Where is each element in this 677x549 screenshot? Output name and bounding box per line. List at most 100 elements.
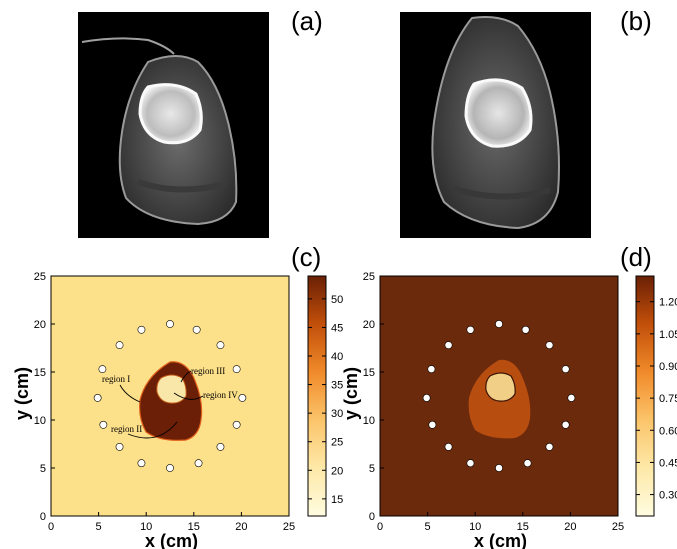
colorbar-tick-label: 1.05 <box>659 329 677 341</box>
ytick-label: 10 <box>363 415 375 427</box>
arrow-region-4 <box>173 392 204 400</box>
sensor-dot <box>216 341 225 350</box>
annot-region-1: region I <box>102 374 130 384</box>
xtick-label: 5 <box>425 521 431 533</box>
sensor-dot <box>444 341 453 350</box>
colorbar-tick-label: 15 <box>331 494 343 506</box>
colorbar-tick-label: 1.20 <box>659 297 677 309</box>
ytick-label: 0 <box>369 511 375 523</box>
plot-c: region I region II region III region IV <box>50 275 290 517</box>
xtick-label: 20 <box>564 521 576 533</box>
sensor-dot <box>137 459 146 468</box>
colorbar-d <box>635 275 655 517</box>
plot-d <box>379 275 619 517</box>
colorbar-tick-label: 0.60 <box>659 425 677 437</box>
colorbar-tick-label: 0.45 <box>659 457 677 469</box>
plot-d-tissue <box>468 359 531 439</box>
xtick-label: 15 <box>517 521 529 533</box>
xtick-label: 20 <box>235 521 247 533</box>
panel-label-d: (d) <box>620 242 652 272</box>
ytick-label: 20 <box>34 319 46 331</box>
ct-image-b <box>400 12 591 238</box>
sensor-dot <box>192 325 201 334</box>
panel-label-c: (c) <box>291 242 322 272</box>
sensor-dot <box>166 464 174 472</box>
arrow-region-2 <box>127 421 178 439</box>
ylabel-d: y (cm) <box>341 367 361 420</box>
sensor-dot <box>422 394 431 402</box>
sensor-dot <box>545 341 554 350</box>
sensor-dot <box>194 459 203 468</box>
xtick-label: 5 <box>96 521 102 533</box>
sensor-dot <box>232 420 241 429</box>
ytick-label: 5 <box>40 463 46 475</box>
sensor-dot <box>523 459 532 468</box>
colorbar-tick-label: 25 <box>331 437 343 449</box>
annot-region-2: region II <box>111 424 142 434</box>
arrow-region-3 <box>180 370 192 383</box>
ytick-label: 0 <box>40 511 46 523</box>
sensor-dot <box>216 442 225 451</box>
sensor-dot <box>495 320 503 328</box>
colorbar-tick-label: 20 <box>331 465 343 477</box>
ytick-label: 5 <box>369 463 375 475</box>
sensor-dot <box>99 420 108 429</box>
sensor-dot <box>466 325 475 334</box>
ytick-label: 15 <box>34 367 46 379</box>
sensor-dot <box>428 420 437 429</box>
sensor-dot <box>93 394 102 402</box>
colorbar-tick-label: 50 <box>331 294 343 306</box>
colorbar-tick-label: 40 <box>331 351 343 363</box>
sensor-dot <box>115 442 124 451</box>
ytick-label: 10 <box>34 415 46 427</box>
ylabel-c: y (cm) <box>12 367 32 420</box>
sensor-dot <box>444 442 453 451</box>
xtick-label: 25 <box>283 521 295 533</box>
sensor-dot <box>115 341 124 350</box>
sensor-dot <box>567 394 576 402</box>
colorbar-c <box>307 275 327 517</box>
panel-label-b: (b) <box>620 6 652 36</box>
xtick-label: 10 <box>140 521 152 533</box>
ytick-label: 15 <box>363 367 375 379</box>
xtick-label: 0 <box>377 521 383 533</box>
plot-c-tissue <box>139 361 203 441</box>
sensor-dot <box>427 365 436 374</box>
plot-c-bone <box>156 374 187 404</box>
ytick-label: 25 <box>363 271 375 283</box>
axes-d: 0 5 10 15 20 25 0 5 10 15 20 25 <box>363 271 624 533</box>
sensor-dot <box>98 365 107 374</box>
panel-label-a: (a) <box>291 6 323 36</box>
ct-image-a <box>78 12 269 238</box>
sensors-c <box>93 320 247 472</box>
xtick-label: 10 <box>469 521 481 533</box>
sensor-dot <box>545 442 554 451</box>
colorbar-c-ticks: 15 20 25 30 35 40 45 50 <box>308 294 343 506</box>
sensor-dot <box>232 365 241 374</box>
plot-c-background <box>51 276 289 516</box>
xtick-label: 15 <box>188 521 200 533</box>
xlabel-d: x (cm) <box>474 531 527 549</box>
sensor-dot <box>238 394 247 402</box>
sensor-dot <box>137 325 146 334</box>
axes-c: 0 5 10 15 20 25 0 5 10 15 20 25 <box>34 271 295 533</box>
ytick-label: 25 <box>34 271 46 283</box>
sensors-d <box>422 320 576 472</box>
colorbar-tick-label: 0.90 <box>659 361 677 373</box>
annot-region-4: region IV <box>203 390 238 400</box>
sensor-dot <box>561 365 570 374</box>
ytick-label: 20 <box>363 319 375 331</box>
annot-region-3: region III <box>191 366 225 376</box>
colorbar-tick-label: 0.75 <box>659 393 677 405</box>
plot-d-background <box>380 276 618 516</box>
arrow-region-1 <box>119 384 141 403</box>
colorbar-d-ticks: 0.30 0.45 0.60 0.75 0.90 1.05 1.20 <box>636 297 677 502</box>
colorbar-tick-label: 30 <box>331 408 343 420</box>
sensor-dot <box>466 459 475 468</box>
sensor-dot <box>166 320 174 328</box>
xlabel-c: x (cm) <box>145 531 198 549</box>
xtick-label: 0 <box>48 521 54 533</box>
xtick-label: 25 <box>612 521 624 533</box>
colorbar-tick-label: 0.30 <box>659 490 677 502</box>
plot-d-bone <box>485 372 516 402</box>
